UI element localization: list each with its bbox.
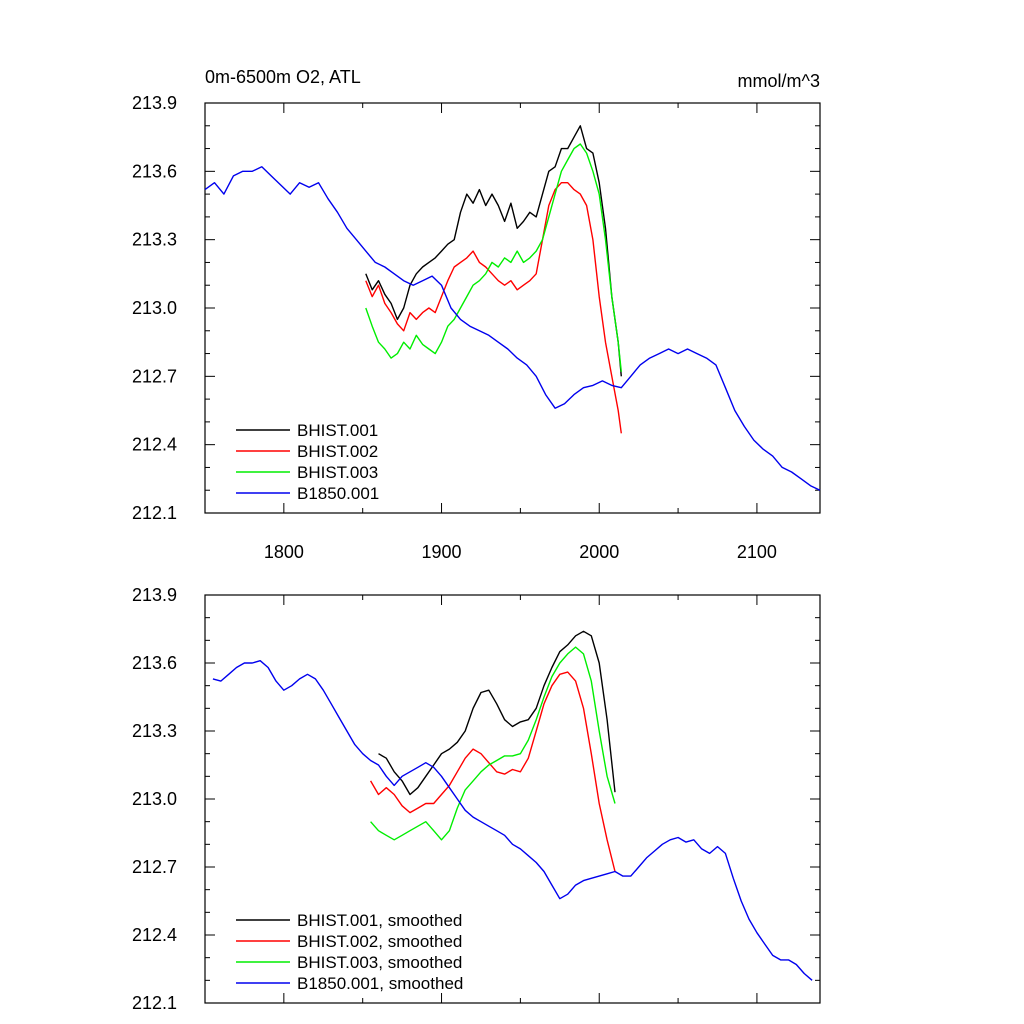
units-label: mmol/m^3 bbox=[738, 71, 820, 91]
legend-label: BHIST.003 bbox=[297, 463, 378, 482]
y-tick-label: 213.6 bbox=[132, 653, 177, 673]
y-tick-label: 213.9 bbox=[132, 585, 177, 605]
y-tick-label: 213.3 bbox=[132, 230, 177, 250]
y-tick-label: 212.4 bbox=[132, 435, 177, 455]
legend-label: BHIST.001 bbox=[297, 421, 378, 440]
y-tick-label: 213.9 bbox=[132, 93, 177, 113]
y-tick-label: 213.3 bbox=[132, 721, 177, 741]
y-tick-label: 213.6 bbox=[132, 161, 177, 181]
x-tick-label: 1800 bbox=[264, 542, 304, 562]
x-tick-label: 1900 bbox=[422, 542, 462, 562]
y-tick-label: 212.1 bbox=[132, 503, 177, 523]
bottom-panel: 212.1 212.4 212.7 213.0 213.3 213.6 213.9 BHIST… bbox=[132, 585, 821, 1013]
legend-label: B1850.001 bbox=[297, 484, 379, 503]
series-line-bhist-003-smoothed bbox=[370, 646, 616, 841]
series-line-bhist-002 bbox=[365, 181, 622, 434]
y-tick-label: 212.4 bbox=[132, 925, 177, 945]
series-line-bhist-002-smoothed bbox=[369, 671, 616, 872]
y-tick-label: 212.1 bbox=[132, 993, 177, 1013]
y-tick-label: 212.7 bbox=[132, 857, 177, 877]
legend-label: BHIST.003, smoothed bbox=[297, 953, 462, 972]
x-tick-label: 2000 bbox=[579, 542, 619, 562]
legend-label: BHIST.001, smoothed bbox=[297, 911, 462, 930]
series-line-bhist-001 bbox=[365, 125, 622, 377]
series-line-b1850-001-smoothed bbox=[212, 660, 813, 981]
chart-title: 0m-6500m O2, ATL bbox=[205, 67, 361, 87]
x-tick-label: 2100 bbox=[737, 542, 777, 562]
series-line-bhist-003 bbox=[365, 143, 622, 372]
y-tick-label: 212.7 bbox=[132, 366, 177, 386]
series-line-b1850-001 bbox=[204, 166, 821, 491]
y-tick-label: 213.0 bbox=[132, 298, 177, 318]
legend-label: BHIST.002 bbox=[297, 442, 378, 461]
top-panel: 212.1 212.4 212.7 213.0 213.3 213.6 213.9 1800 1… bbox=[132, 93, 821, 562]
series-line-bhist-001-smoothed bbox=[378, 630, 616, 796]
legend-label: BHIST.002, smoothed bbox=[297, 932, 462, 951]
y-tick-label: 213.0 bbox=[132, 789, 177, 809]
legend-label: B1850.001, smoothed bbox=[297, 974, 463, 993]
